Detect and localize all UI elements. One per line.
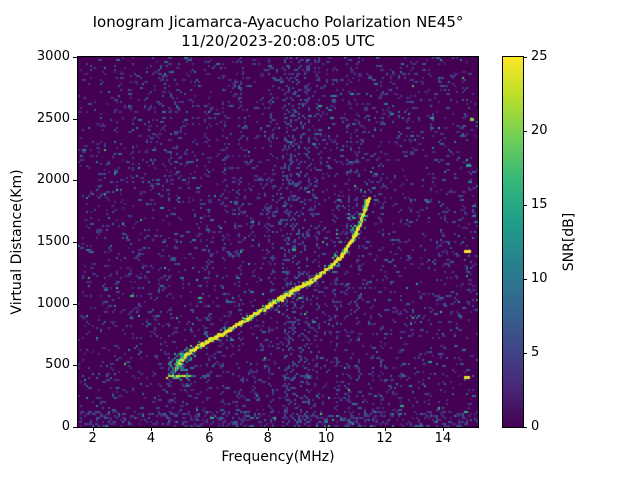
x-tick-label: 8 xyxy=(263,431,272,446)
colorbar-tick-label: 20 xyxy=(531,123,548,138)
colorbar-gradient xyxy=(502,56,524,428)
colorbar-tick-label: 0 xyxy=(531,419,540,434)
x-tick-mark xyxy=(267,427,269,431)
colorbar-tick-label: 10 xyxy=(531,271,548,286)
y-tick-label: 3000 xyxy=(36,49,70,64)
y-tick-label: 2000 xyxy=(36,172,70,188)
y-tick-mark xyxy=(73,365,77,367)
colorbar-tick-mark xyxy=(523,279,527,280)
x-tick-mark xyxy=(209,427,211,431)
x-tick-mark xyxy=(326,427,328,431)
y-tick-mark xyxy=(73,180,77,182)
colorbar-tick-label: 15 xyxy=(531,197,548,212)
colorbar-tick-mark xyxy=(523,131,527,132)
x-tick-mark xyxy=(92,427,94,431)
x-tick-label: 14 xyxy=(434,431,452,446)
colorbar-tick-mark xyxy=(523,427,527,428)
colorbar-tick-mark xyxy=(523,205,527,206)
colorbar-tick-label: 5 xyxy=(531,345,540,360)
y-axis-label: Virtual Distance(Km) xyxy=(9,169,25,315)
x-tick-label: 12 xyxy=(376,431,393,446)
plot-area-frame xyxy=(77,56,479,428)
x-tick-label: 10 xyxy=(317,431,335,446)
y-tick-mark xyxy=(73,427,77,428)
colorbar-tick-mark xyxy=(523,57,527,58)
colorbar-label: SNR[dB] xyxy=(561,212,577,272)
ionogram-heatmap-canvas xyxy=(78,57,478,427)
y-tick-label: 1000 xyxy=(36,295,70,311)
colorbar-tick-label: 25 xyxy=(531,49,548,64)
y-tick-mark xyxy=(73,303,77,305)
y-tick-label: 1500 xyxy=(36,234,70,249)
x-axis-label: Frequency(MHz) xyxy=(221,449,335,465)
x-tick-mark xyxy=(150,427,152,431)
y-tick-mark xyxy=(73,57,77,58)
y-tick-label: 0 xyxy=(61,419,70,434)
x-tick-mark xyxy=(442,427,444,431)
y-tick-label: 2500 xyxy=(36,110,70,126)
colorbar-tick-mark xyxy=(523,353,527,354)
y-tick-mark xyxy=(73,242,77,243)
x-tick-mark xyxy=(384,427,386,431)
plot-title-line1: Ionogram Jicamarca-Ayacucho Polarization… xyxy=(92,13,464,31)
plot-title-line2: 11/20/2023-20:08:05 UTC xyxy=(181,32,375,50)
y-tick-mark xyxy=(73,118,77,120)
x-tick-label: 4 xyxy=(146,431,156,446)
y-tick-label: 500 xyxy=(45,357,70,373)
plot-title: Ionogram Jicamarca-Ayacucho Polarization… xyxy=(78,13,478,51)
x-tick-label: 2 xyxy=(88,431,97,446)
x-tick-label: 6 xyxy=(205,431,214,446)
